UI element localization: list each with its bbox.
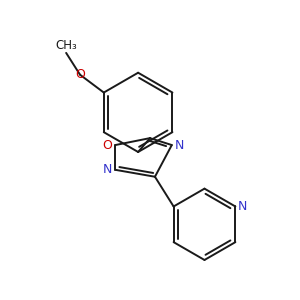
Text: N: N bbox=[238, 200, 247, 213]
Text: O: O bbox=[103, 139, 112, 152]
Text: N: N bbox=[103, 163, 112, 176]
Text: CH₃: CH₃ bbox=[55, 39, 77, 52]
Text: O: O bbox=[75, 68, 85, 81]
Text: N: N bbox=[175, 139, 184, 152]
